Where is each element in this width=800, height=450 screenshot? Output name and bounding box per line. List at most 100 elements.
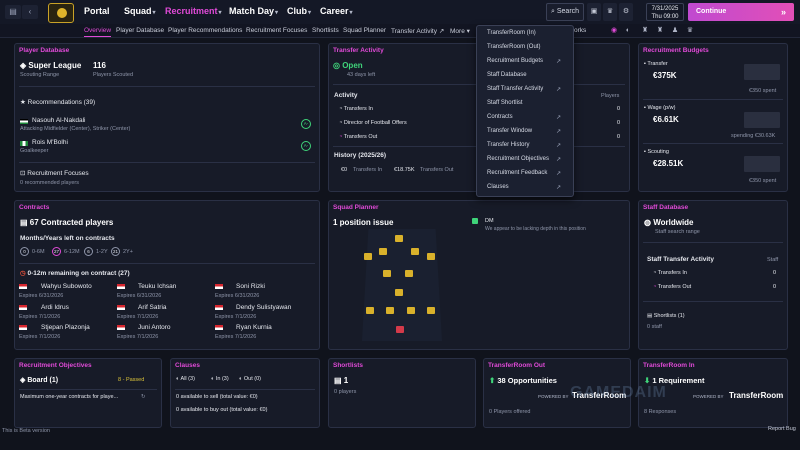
menu-item-transferroom-in[interactable]: TransferRoom (In) xyxy=(487,30,536,36)
contract-chip[interactable]: 6 xyxy=(84,247,93,256)
menu-item-recruitment-objectives[interactable]: Recruitment Objectives xyxy=(487,156,550,162)
clauses-filter-in[interactable]: ◐ In (3) xyxy=(211,376,229,382)
staff-activity-row[interactable]: ◔ Transfers Out xyxy=(653,284,691,290)
player-shirt-icon[interactable] xyxy=(364,253,372,260)
trophy-icon[interactable]: ♛ xyxy=(603,3,617,21)
contract-player-name[interactable]: Ryan Kurnia xyxy=(236,324,272,331)
contract-player-name[interactable]: Soni Rizki xyxy=(236,283,265,290)
player-shirt-icon[interactable] xyxy=(405,270,413,277)
player-shirt-icon[interactable] xyxy=(383,270,391,277)
player-shirt-icon[interactable] xyxy=(427,307,435,314)
menu-item-recruitment-budgets[interactable]: Recruitment Budgets xyxy=(487,58,544,64)
tab-squad-planner[interactable]: Squad Planner xyxy=(343,27,387,34)
continue-button[interactable]: Continue » xyxy=(688,3,794,21)
search-button[interactable]: ⌕ Search xyxy=(546,3,584,21)
league-name[interactable]: ◈ Super League xyxy=(20,61,81,70)
club-crest[interactable] xyxy=(48,3,74,23)
panel-title[interactable]: Staff Database xyxy=(643,204,689,211)
contract-player-name[interactable]: Ardi Idrus xyxy=(41,304,69,311)
contract-player-name[interactable]: Wahyu Subowoto xyxy=(41,283,92,290)
player-shirt-icon[interactable] xyxy=(395,235,403,242)
player-shirt-icon[interactable] xyxy=(427,253,435,260)
panel-title[interactable]: Clauses xyxy=(175,362,200,369)
nav-recruitment[interactable]: Recruitment▾ xyxy=(165,6,222,16)
contract-chip[interactable]: 21 xyxy=(111,247,120,256)
contract-player-name[interactable]: Dendy Sulistyawan xyxy=(236,304,292,311)
refresh-icon[interactable]: ↻ xyxy=(141,394,146,400)
menu-item-transferroom-out[interactable]: TransferRoom (Out) xyxy=(487,44,541,50)
tab-player-database[interactable]: Player Database xyxy=(116,27,165,34)
gear-icon[interactable]: ⚙ xyxy=(619,3,633,21)
game-date[interactable]: 7/31/2025 Thu 09:00 xyxy=(646,3,684,21)
budget-item[interactable]: ▪ Scouting xyxy=(644,149,669,155)
nav-match-day[interactable]: Match Day▾ xyxy=(229,6,278,16)
tr-in-count[interactable]: ⬇ 1 Requirement xyxy=(644,376,704,385)
panel-title[interactable]: Contracts xyxy=(19,204,50,211)
player-shirt-icon[interactable] xyxy=(379,248,387,255)
nav-club[interactable]: Club▾ xyxy=(287,6,311,16)
panel-title[interactable]: Transfer Activity xyxy=(333,47,384,54)
panel-title[interactable]: TransferRoom Out xyxy=(488,362,546,369)
nav-portal[interactable]: Portal xyxy=(84,6,110,16)
kit-icon[interactable]: ♜ xyxy=(641,27,649,34)
issue-position[interactable]: DM xyxy=(485,218,494,224)
panel-title[interactable]: Squad Planner xyxy=(333,204,379,211)
player-shirt-icon[interactable] xyxy=(407,307,415,314)
tab-networks[interactable]: orks xyxy=(574,27,587,34)
trophy-icon[interactable]: ♛ xyxy=(686,27,694,34)
rec-player-name[interactable]: Nasouh Al-Nakdali xyxy=(32,117,86,124)
staff-activity-row[interactable]: ◔ Transfers In xyxy=(653,270,687,276)
menu-item-contracts[interactable]: Contracts xyxy=(487,114,513,120)
panel-title[interactable]: TransferRoom In xyxy=(643,362,695,369)
contract-chip[interactable]: 0 xyxy=(20,247,29,256)
player-shirt-icon[interactable] xyxy=(395,289,403,296)
recommendations-header[interactable]: ★ Recommendations (39) xyxy=(20,98,95,106)
contract-player-name[interactable]: Arif Satria xyxy=(138,304,167,311)
budget-item[interactable]: ▪ Transfer xyxy=(644,61,668,67)
tab-more[interactable]: More ▾ xyxy=(450,27,470,35)
tab-overview[interactable]: Overview xyxy=(84,27,112,37)
back-icon[interactable]: ‹ xyxy=(22,5,38,19)
panel-title[interactable]: Recruitment Budgets xyxy=(643,47,709,54)
objective-description[interactable]: Maximum one-year contracts for playe... xyxy=(20,394,119,400)
menu-item-transfer-history[interactable]: Transfer History xyxy=(487,142,530,148)
rec-player-name[interactable]: Rois M'Bolhi xyxy=(32,139,68,146)
contract-player-name[interactable]: Stjepan Plazonja xyxy=(41,324,90,331)
sidebar-toggle-icon[interactable]: ▤ xyxy=(5,5,21,19)
inbox-icon[interactable]: ▣ xyxy=(587,3,601,21)
panel-title[interactable]: Player Database xyxy=(19,47,70,54)
activity-row[interactable]: ◔ Transfers Out xyxy=(339,134,377,140)
menu-item-staff-transfer-activity[interactable]: Staff Transfer Activity xyxy=(487,86,544,92)
menu-item-staff-shortlist[interactable]: Staff Shortlist xyxy=(487,100,523,106)
tab-player-recommendations[interactable]: Player Recommendations xyxy=(168,27,243,34)
contract-chip[interactable]: 27 xyxy=(52,247,61,256)
pitch-diagram[interactable] xyxy=(362,229,442,341)
contract-player-name[interactable]: Juni Antoro xyxy=(138,324,171,331)
contract-player-name[interactable]: Teuku Ichsan xyxy=(138,283,177,290)
player-shirt-icon[interactable] xyxy=(411,248,419,255)
nav-squad[interactable]: Squad▾ xyxy=(124,6,156,16)
menu-item-clauses[interactable]: Clauses xyxy=(487,184,509,190)
tab-recruitment-focuses[interactable]: Recruitment Focuses xyxy=(246,27,308,34)
tab-shortlists[interactable]: Shortlists xyxy=(312,27,339,34)
menu-item-recruitment-feedback[interactable]: Recruitment Feedback xyxy=(487,170,548,176)
shortlists-count[interactable]: ▤ 1 xyxy=(334,376,348,385)
clauses-filter-out[interactable]: ◐ Out (0) xyxy=(239,376,261,382)
recruitment-focuses-link[interactable]: ⊡ Recruitment Focuses xyxy=(20,169,89,177)
board-objectives[interactable]: ◈ Board (1) xyxy=(20,376,58,384)
panel-title[interactable]: Recruitment Objectives xyxy=(19,362,92,369)
activity-row[interactable]: ◔ Director of Football Offers xyxy=(339,120,407,126)
report-bug-link[interactable]: Report Bug xyxy=(768,426,796,432)
tr-out-count[interactable]: ⬆ 38 Opportunities xyxy=(489,376,557,385)
tool-icon[interactable]: ◐ xyxy=(625,27,631,34)
staff-shortlists-link[interactable]: ▤ Shortlists (1) xyxy=(647,313,685,319)
highlight-icon[interactable]: ◉ xyxy=(610,27,618,34)
menu-item-transfer-window[interactable]: Transfer Window xyxy=(487,128,533,134)
menu-item-staff-database[interactable]: Staff Database xyxy=(487,72,527,78)
panel-title[interactable]: Shortlists xyxy=(333,362,363,369)
budget-item[interactable]: ▪ Wage (p/w) xyxy=(644,105,675,111)
kit-icon[interactable]: ♜ xyxy=(656,27,664,34)
tab-transfer-activity[interactable]: Transfer Activity ↗ xyxy=(391,27,444,35)
player-shirt-icon[interactable] xyxy=(366,307,374,314)
player-shirt-icon[interactable] xyxy=(386,307,394,314)
